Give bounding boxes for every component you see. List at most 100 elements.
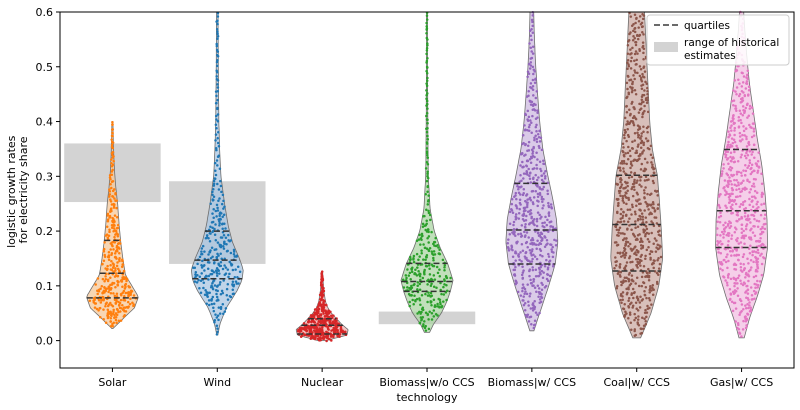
point-biomass-w-ccs-80 [541,276,545,279]
point-gas-w-ccs-18 [743,315,747,319]
point-coal-w-ccs-372 [646,205,649,208]
point-solar-250 [114,256,118,259]
point-biomass-w-o-ccs-103 [439,281,442,285]
point-biomass-w-o-ccs-227 [432,240,436,244]
y-tick-label-6: 0.6 [36,6,54,19]
point-gas-w-ccs-146 [727,259,730,263]
point-solar-167 [127,285,130,288]
point-coal-w-ccs-670 [632,74,635,77]
point-biomass-w-ccs-94 [539,273,542,276]
point-biomass-w-ccs-429 [533,167,536,170]
point-gas-w-ccs-421 [733,183,736,187]
point-coal-w-ccs-721 [633,37,637,40]
point-gas-w-ccs-481 [754,162,758,165]
x-tick-label-coal-w-ccs: Coal|w/ CCS [603,376,669,389]
point-coal-w-ccs-553 [640,139,644,143]
point-gas-w-ccs-0 [740,335,743,338]
point-coal-w-ccs-425 [656,189,659,193]
point-biomass-w-ccs-263 [541,224,544,228]
point-gas-w-ccs-324 [743,215,747,218]
point-wind-123 [224,266,228,269]
point-coal-w-ccs-402 [631,194,635,198]
point-biomass-w-ccs-175 [550,248,553,251]
point-gas-w-ccs-107 [760,273,764,277]
point-gas-w-ccs-374 [733,198,737,202]
point-gas-w-ccs-632 [734,90,737,93]
point-coal-w-ccs-424 [642,189,646,192]
point-wind-33 [210,297,214,301]
point-biomass-w-ccs-253 [512,227,516,231]
point-coal-w-ccs-652 [645,82,648,86]
point-coal-w-ccs-294 [630,228,633,232]
point-coal-w-ccs-78 [621,291,625,294]
point-wind-54 [220,289,224,293]
point-coal-w-ccs-228 [623,246,626,250]
point-biomass-w-o-ccs-275 [425,147,429,150]
point-solar-101 [129,297,132,301]
point-coal-w-ccs-90 [615,286,619,290]
point-coal-w-ccs-131 [635,276,639,280]
point-biomass-w-ccs-82 [537,274,541,278]
point-biomass-w-ccs-275 [541,221,544,225]
point-coal-w-ccs-291 [615,228,619,232]
point-gas-w-ccs-459 [760,172,763,176]
point-wind-287 [215,159,219,162]
point-biomass-w-ccs-5 [533,319,537,323]
point-coal-w-ccs-691 [633,59,636,63]
point-gas-w-ccs-431 [727,181,730,185]
point-biomass-w-ccs-329 [514,204,518,207]
point-biomass-w-ccs-555 [531,45,535,48]
point-gas-w-ccs-244 [725,233,728,237]
point-coal-w-ccs-651 [640,87,644,91]
point-wind-190 [200,247,204,250]
point-biomass-w-ccs-405 [531,177,535,181]
point-wind-253 [214,209,218,213]
point-coal-w-ccs-48 [620,301,623,305]
point-biomass-w-ccs-444 [542,159,545,163]
point-coal-w-ccs-170 [658,262,662,266]
point-solar-362 [111,168,114,172]
point-gas-w-ccs-453 [725,172,728,175]
point-biomass-w-ccs-495 [523,124,526,127]
point-coal-w-ccs-540 [622,146,625,149]
point-wind-64 [209,285,213,289]
point-gas-w-ccs-556 [733,133,736,137]
point-coal-w-ccs-434 [632,185,636,189]
point-wind-214 [224,236,228,240]
point-biomass-w-ccs-144 [551,255,555,259]
point-wind-328 [216,37,219,40]
point-biomass-w-ccs-210 [545,239,549,242]
point-biomass-w-o-ccs-132 [404,274,408,277]
point-gas-w-ccs-45 [751,298,754,301]
point-coal-w-ccs-706 [629,48,632,51]
point-nuclear-386 [318,298,322,301]
point-coal-w-ccs-710 [634,43,638,47]
point-coal-w-ccs-33 [625,312,628,315]
point-biomass-w-ccs-267 [545,223,549,227]
point-gas-w-ccs-229 [722,236,725,239]
point-biomass-w-ccs-106 [534,268,538,272]
point-coal-w-ccs-694 [630,56,633,59]
point-biomass-w-o-ccs-8 [418,321,422,325]
point-biomass-w-ccs-28 [527,300,530,303]
point-gas-w-ccs-308 [753,217,756,221]
point-biomass-w-ccs-504 [527,115,531,119]
point-gas-w-ccs-430 [752,182,755,185]
point-coal-w-ccs-96 [649,285,652,288]
point-gas-w-ccs-636 [744,87,748,90]
point-coal-w-ccs-403 [627,196,630,200]
point-coal-w-ccs-501 [623,162,626,165]
point-gas-w-ccs-409 [741,187,744,191]
point-coal-w-ccs-59 [640,299,644,302]
point-biomass-w-ccs-276 [549,220,553,223]
point-coal-w-ccs-359 [622,211,625,214]
point-solar-163 [107,285,111,288]
point-biomass-w-o-ccs-137 [432,274,436,277]
point-gas-w-ccs-623 [737,94,741,98]
point-coal-w-ccs-329 [626,220,630,223]
point-wind-23 [212,302,216,305]
point-solar-364 [111,163,115,167]
point-coal-w-ccs-601 [631,116,635,120]
point-gas-w-ccs-208 [726,243,730,247]
point-solar-245 [121,258,124,262]
